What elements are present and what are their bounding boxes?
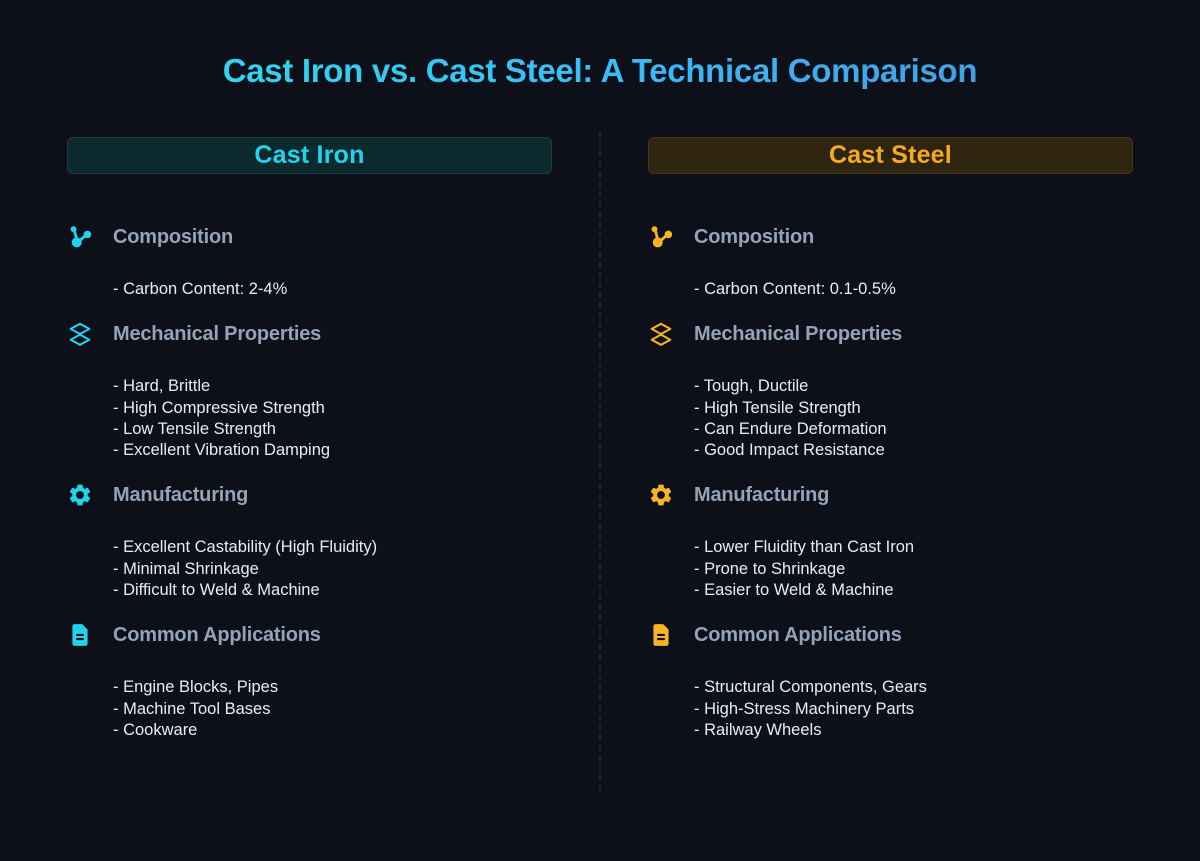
section-cast-steel-manufacturing: Manufacturing - Lower Fluidity than Cast …	[648, 482, 1133, 601]
section-head: Manufacturing	[67, 482, 552, 508]
section-heading: Composition	[694, 225, 815, 248]
section-head: Mechanical Properties	[648, 321, 1133, 347]
list-item: - Low Tensile Strength	[113, 419, 276, 438]
list-item: - High-Stress Machinery Parts	[694, 699, 915, 718]
list-item: - Excellent Vibration Damping	[113, 441, 331, 460]
section-cast-iron-composition: Composition - Carbon Content: 2-4%	[67, 224, 552, 300]
list-item: - Machine Tool Bases	[113, 699, 271, 718]
section-head: Common Applications	[67, 622, 552, 648]
section-cast-steel-common-applications: Common Applications - Structural Componen…	[648, 622, 1133, 741]
list-item: - High Compressive Strength	[113, 398, 325, 417]
list-item: - Hard, Brittle	[113, 377, 211, 396]
section-cast-iron-common-applications: Common Applications - Engine Blocks, Pipe…	[67, 622, 552, 741]
list-item: - Carbon Content: 2-4%	[113, 280, 288, 298]
section-items: - Lower Fluidity than Cast Iron - Prone t…	[648, 537, 1133, 601]
section-head: Mechanical Properties	[67, 321, 552, 347]
list-item: - Carbon Content: 0.1-0.5%	[694, 280, 896, 298]
document-icon	[648, 622, 674, 648]
comparison-columns: Cast Iron Composition - Carbon Content: 2-…	[67, 137, 1133, 762]
layers-icon	[67, 321, 93, 347]
list-item: - Lower Fluidity than Cast Iron	[694, 538, 915, 557]
section-heading: Manufacturing	[694, 483, 830, 506]
gear-icon	[648, 482, 674, 508]
list-item: - Engine Blocks, Pipes	[113, 678, 279, 697]
section-head: Composition	[67, 224, 552, 250]
page-title: Cast Iron vs. Cast Steel: A Technical Co…	[0, 52, 1200, 90]
section-head: Composition	[648, 224, 1133, 250]
list-item: - Good Impact Resistance	[694, 441, 885, 460]
section-items: - Structural Components, Gears - High-Str…	[648, 677, 1133, 741]
column-cast-iron: Cast Iron Composition - Carbon Content: 2-…	[67, 137, 552, 762]
section-cast-steel-mechanical-properties: Mechanical Properties - Tough, Ductile - H…	[648, 321, 1133, 461]
list-item: - Cookware	[113, 720, 198, 739]
section-items: - Hard, Brittle - High Compressive Streng…	[67, 376, 552, 461]
section-heading: Mechanical Properties	[694, 322, 903, 345]
molecule-icon	[67, 224, 93, 250]
column-cast-steel: Cast Steel Composition - Carbon Content: 0…	[648, 137, 1133, 762]
list-item: - Can Endure Deformation	[694, 419, 887, 438]
gear-icon	[67, 482, 93, 508]
list-item: - High Tensile Strength	[694, 398, 861, 417]
section-head: Common Applications	[648, 622, 1133, 648]
section-cast-iron-mechanical-properties: Mechanical Properties - Hard, Brittle - Hi…	[67, 321, 552, 461]
section-heading: Composition	[113, 225, 234, 248]
section-cast-iron-manufacturing: Manufacturing - Excellent Castability (Hi…	[67, 482, 552, 601]
molecule-icon	[648, 224, 674, 250]
sections-cast-steel: Composition - Carbon Content: 0.1-0.5% Mec…	[648, 224, 1133, 741]
list-item: - Prone to Shrinkage	[694, 559, 846, 578]
list-item: - Easier to Weld & Machine	[694, 581, 894, 600]
list-item: - Structural Components, Gears	[694, 678, 927, 697]
list-item: - Railway Wheels	[694, 720, 822, 739]
column-header-cast-iron: Cast Iron	[67, 137, 552, 174]
list-item: - Difficult to Weld & Machine	[113, 581, 320, 600]
list-item: - Excellent Castability (High Fluidity)	[113, 538, 378, 557]
layers-icon	[648, 321, 674, 347]
section-heading: Common Applications	[694, 623, 902, 646]
list-item: - Minimal Shrinkage	[113, 559, 259, 578]
section-items: - Carbon Content: 2-4%	[67, 279, 552, 300]
section-heading: Mechanical Properties	[113, 322, 322, 345]
document-icon	[67, 622, 93, 648]
section-heading: Manufacturing	[113, 483, 249, 506]
section-cast-steel-composition: Composition - Carbon Content: 0.1-0.5%	[648, 224, 1133, 300]
section-items: - Carbon Content: 0.1-0.5%	[648, 279, 1133, 300]
section-items: - Excellent Castability (High Fluidity) -…	[67, 537, 552, 601]
section-heading: Common Applications	[113, 623, 321, 646]
column-divider	[599, 131, 601, 791]
list-item: - Tough, Ductile	[694, 377, 809, 396]
section-items: - Tough, Ductile - High Tensile Strength -…	[648, 376, 1133, 461]
section-items: - Engine Blocks, Pipes - Machine Tool Bas…	[67, 677, 552, 741]
column-header-cast-steel: Cast Steel	[648, 137, 1133, 174]
section-head: Manufacturing	[648, 482, 1133, 508]
sections-cast-iron: Composition - Carbon Content: 2-4% Mechani…	[67, 224, 552, 741]
